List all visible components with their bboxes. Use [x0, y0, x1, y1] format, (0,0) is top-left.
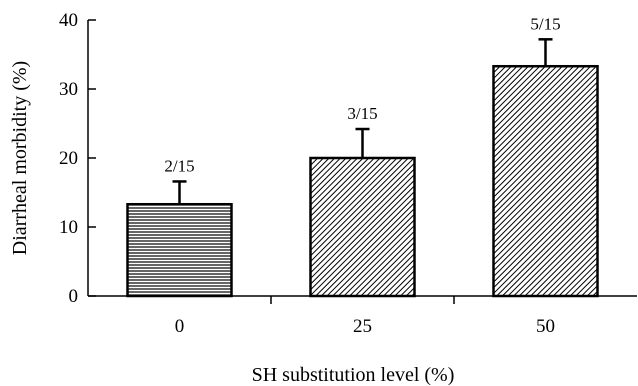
data-label: 5/15: [530, 14, 560, 33]
error-bars-layer: [172, 38, 553, 205]
x-axis-title: SH substitution level (%): [252, 364, 455, 386]
data-labels: 2/15 3/15 5/15: [164, 14, 560, 175]
x-ticks: 0 25 50: [175, 296, 555, 337]
bar: [309, 156, 416, 298]
y-tick-label: 10: [59, 217, 78, 238]
bars-layer: [126, 64, 599, 298]
x-tick-label: 25: [353, 316, 372, 337]
x-tick-label: 50: [536, 316, 555, 337]
y-ticks: 0 10 20 30 40: [59, 10, 96, 307]
y-tick-label: 20: [59, 148, 78, 169]
data-label: 3/15: [347, 104, 377, 123]
y-tick-label: 0: [69, 286, 79, 307]
bar: [126, 202, 233, 298]
y-axis-title: Diarrheal morbidity (%): [9, 61, 31, 255]
data-label: 2/15: [164, 156, 194, 175]
y-tick-label: 40: [59, 10, 78, 31]
y-tick-label: 30: [59, 79, 78, 100]
bar: [492, 64, 599, 298]
x-tick-label: 0: [175, 316, 185, 337]
